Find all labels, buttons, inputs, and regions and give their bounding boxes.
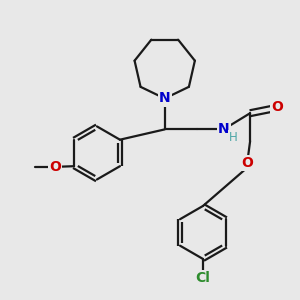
Text: N: N	[218, 122, 230, 136]
Text: O: O	[241, 156, 253, 170]
Text: H: H	[229, 131, 237, 144]
Text: O: O	[49, 160, 61, 174]
Text: N: N	[159, 92, 170, 106]
Text: O: O	[272, 100, 284, 114]
Text: Cl: Cl	[196, 271, 210, 285]
